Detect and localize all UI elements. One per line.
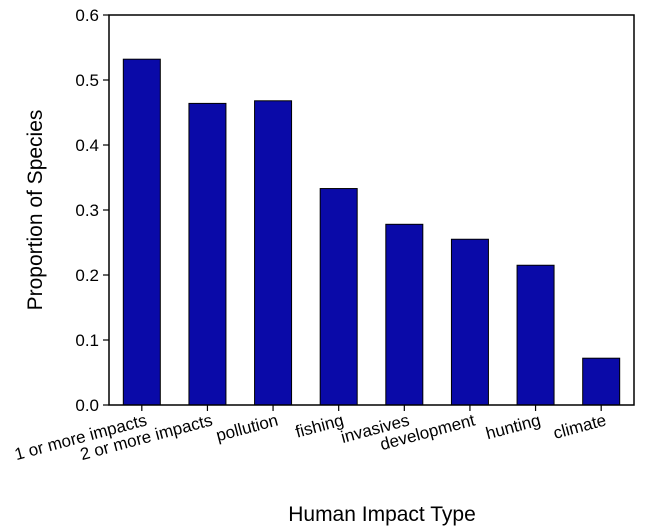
x-axis-title: Human Impact Type — [288, 503, 476, 526]
x-tick-label: pollution — [214, 411, 280, 446]
x-tick-label: fishing — [293, 411, 345, 442]
plot-frame — [108, 14, 635, 406]
y-tick-label: 0.0 — [75, 396, 99, 415]
bar-6 — [516, 264, 555, 406]
bars-group — [122, 58, 621, 406]
y-tick-label: 0.3 — [75, 201, 99, 220]
bar-4 — [385, 223, 424, 406]
y-tick-label: 0.6 — [75, 6, 99, 25]
y-axis-title: Proportion of Species — [24, 110, 47, 311]
y-tick-label: 0.4 — [75, 136, 99, 155]
y-tick-label: 0.2 — [75, 266, 99, 285]
y-tick-label: 0.1 — [75, 331, 99, 350]
x-tick-label: climate — [551, 411, 608, 443]
bar-1 — [188, 102, 227, 406]
bar-7 — [582, 357, 621, 406]
x-tick-label: hunting — [484, 411, 543, 444]
y-tick-label: 0.5 — [75, 71, 99, 90]
bar-3 — [319, 188, 358, 406]
bar-5 — [450, 238, 489, 406]
bar-2 — [254, 100, 293, 406]
y-axis: 0.0 0.1 0.2 0.3 0.4 0.5 0.6 — [75, 6, 109, 415]
bar-0 — [122, 58, 161, 406]
